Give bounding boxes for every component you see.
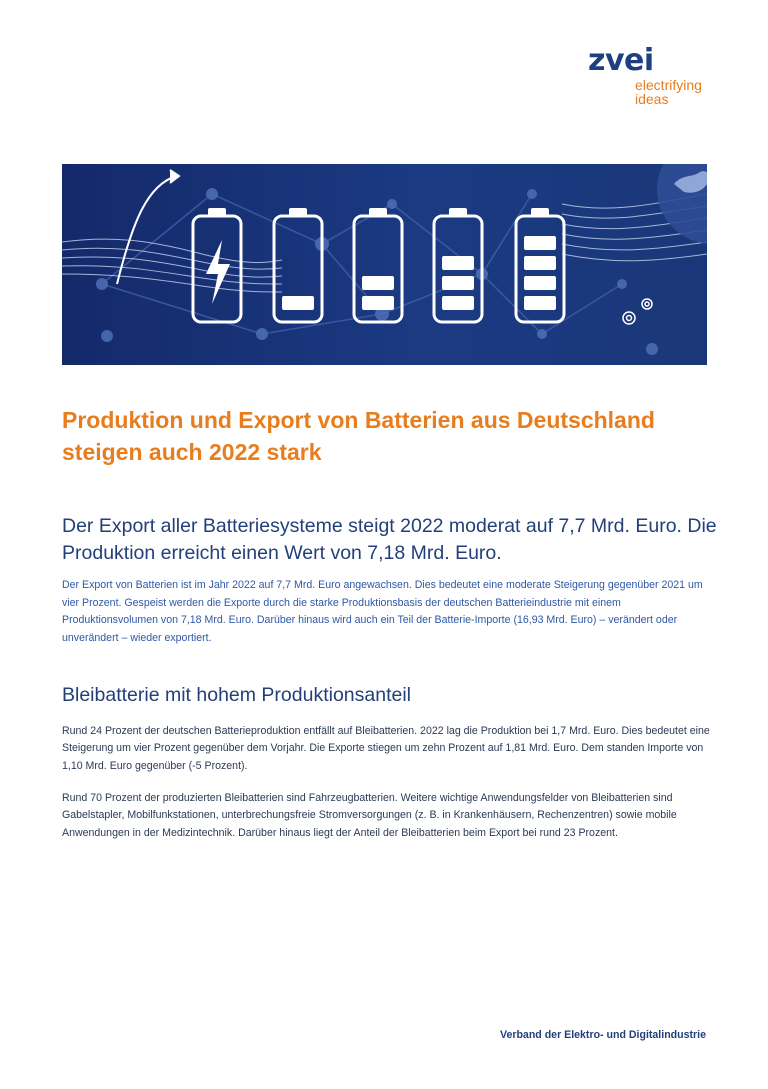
battery-icon bbox=[432, 208, 484, 324]
logo-wordmark: zvei bbox=[588, 43, 654, 78]
body-paragraph-1: Rund 24 Prozent der deutschen Batteriepr… bbox=[62, 725, 710, 772]
body-paragraph-2: Rund 70 Prozent der produzierten Bleibat… bbox=[62, 792, 677, 839]
hero-banner bbox=[62, 164, 707, 365]
page-title: Produktion und Export von Batterien aus … bbox=[62, 407, 655, 465]
globe-icon bbox=[657, 164, 707, 244]
battery-icon bbox=[514, 208, 566, 324]
section-heading: Bleibatterie mit hohem Produktionsanteil bbox=[62, 684, 412, 706]
logo-tagline-2: ideas bbox=[635, 91, 669, 107]
gear-icon bbox=[622, 298, 653, 325]
battery-icon bbox=[272, 208, 324, 324]
lead-text: Der Export aller Batteriesysteme steigt … bbox=[62, 515, 717, 564]
logo-tagline-1: electrifying bbox=[635, 77, 702, 93]
arrow-icon bbox=[116, 169, 181, 285]
battery-charging-icon bbox=[191, 208, 243, 324]
hero-illustration bbox=[62, 164, 707, 355]
battery-icon bbox=[352, 208, 404, 324]
zvei-logo: zvei electrifying ideas bbox=[588, 43, 718, 107]
network-pattern bbox=[101, 193, 623, 335]
intro-paragraph: Der Export von Batterien ist im Jahr 202… bbox=[62, 579, 703, 644]
footer-text: Verband der Elektro- und Digitalindustri… bbox=[499, 1029, 706, 1041]
